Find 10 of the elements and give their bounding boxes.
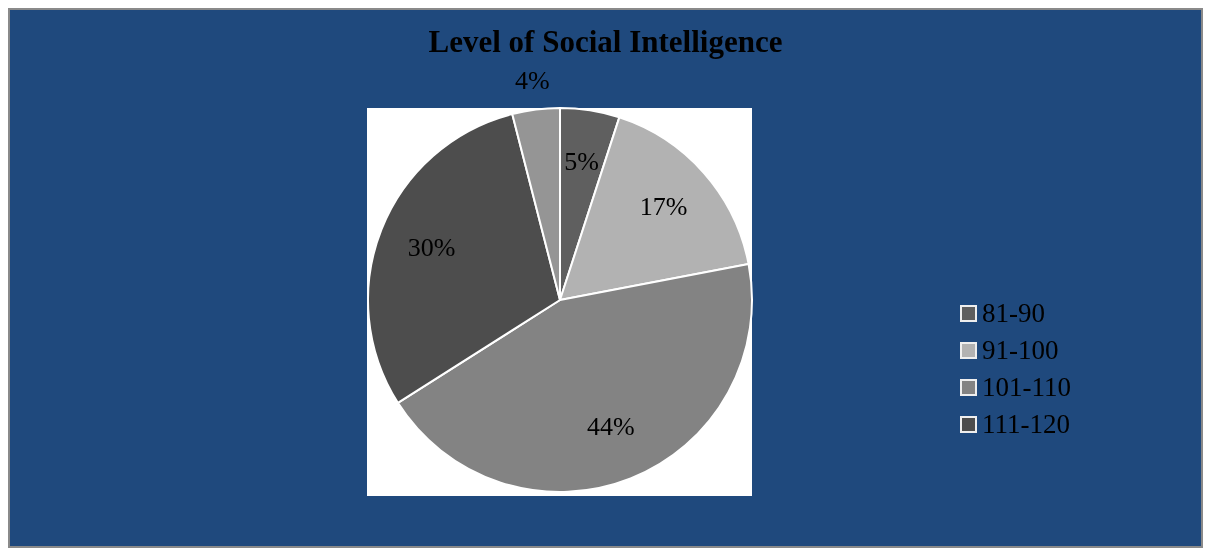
data-label: 44%: [587, 412, 635, 442]
data-label: 5%: [564, 147, 599, 177]
chart-title: Level of Social Intelligence: [427, 24, 784, 60]
legend-label: 101-110: [982, 371, 1071, 404]
legend-label: 111-120: [982, 408, 1070, 441]
data-label: 30%: [407, 232, 456, 262]
data-label: 4%: [515, 65, 550, 95]
data-label: 17%: [639, 192, 688, 222]
legend-label: 91-100: [982, 334, 1059, 367]
legend-label: 81-90: [982, 297, 1045, 330]
